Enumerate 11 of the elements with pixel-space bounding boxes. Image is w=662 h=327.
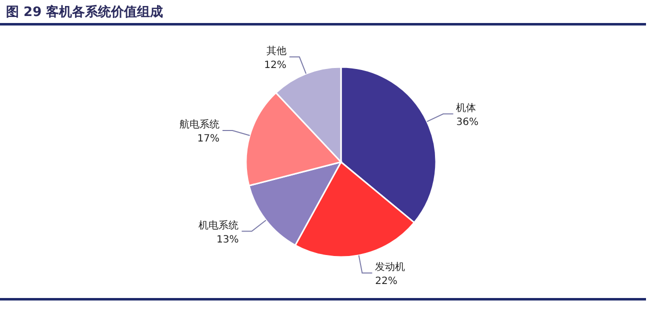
slice-label: 机体 [456,102,476,114]
slice-label: 发动机 [375,261,406,273]
data-label: 36% [456,116,478,128]
data-label: 13% [216,234,239,246]
data-label: 12% [264,60,286,71]
slice-label: 机电系统 [198,219,239,232]
chart-title: 图 29 客机各系统价值组成 [6,4,164,20]
data-label: 17% [197,133,220,144]
data-label: 22% [375,276,398,287]
slice-label: 航电系统 [179,118,220,130]
slice-label: 其他 [266,44,286,57]
